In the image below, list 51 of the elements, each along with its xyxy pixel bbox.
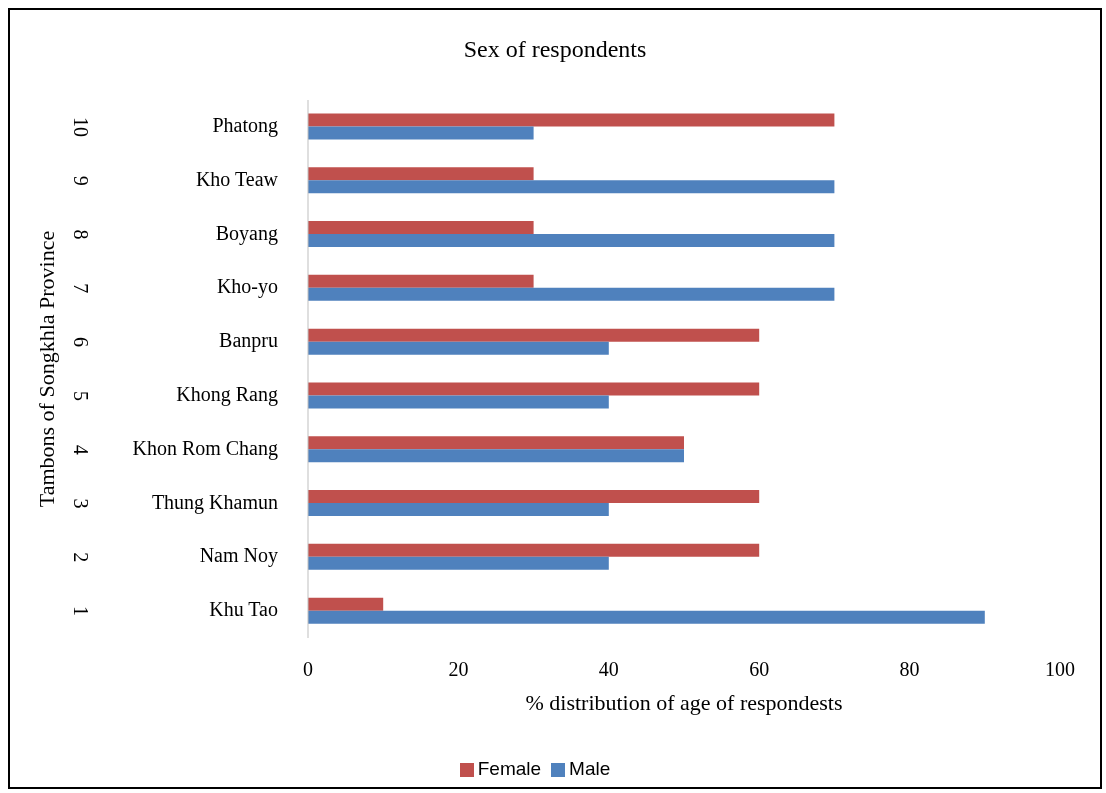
text: 3: [70, 498, 92, 509]
bar: [308, 341, 609, 355]
bar: [308, 556, 609, 570]
bar: [308, 167, 534, 181]
text: 6: [70, 337, 92, 348]
y-tick-label: Khong Rang: [176, 382, 278, 406]
y-tick-label: Kho-yo: [216, 275, 278, 299]
text: 9: [70, 175, 92, 186]
y-axis-title: Tambons of Songkhla Province: [33, 230, 59, 508]
bar: [308, 382, 760, 396]
bar: [308, 503, 609, 517]
x-tick-label: 0: [303, 658, 313, 681]
x-tick-label: 20: [448, 658, 469, 681]
x-tick-label: 40: [598, 658, 619, 681]
text: 8: [70, 229, 92, 240]
bar: [308, 126, 534, 140]
y-tick-label: Kho Teaw: [195, 167, 279, 190]
bar: [308, 113, 835, 127]
text: 1: [70, 606, 92, 617]
bar: [308, 180, 835, 194]
bar: [308, 610, 985, 624]
bar: [308, 274, 534, 288]
y-tick-label: Phatong: [212, 113, 278, 137]
bar: [308, 597, 384, 611]
bar: [308, 395, 609, 409]
text: 2: [70, 552, 92, 563]
y-tick-label: Nam Noy: [199, 544, 278, 568]
bar: [308, 287, 835, 301]
y-tick-label: Thung Khamun: [151, 490, 278, 514]
text: 10: [70, 116, 92, 137]
text: 7: [70, 283, 92, 294]
text: 5: [70, 390, 92, 401]
y-tick-label: Boyang: [215, 221, 278, 245]
bar: [308, 328, 760, 342]
bar: [308, 543, 760, 557]
legend-label: Male: [569, 758, 611, 779]
y-tick-label: Khon Rom Chang: [132, 436, 278, 460]
legend-label: Female: [477, 758, 542, 779]
y-tick-label: Khu Tao: [209, 598, 278, 621]
text: 4: [70, 444, 92, 455]
x-tick-label: 80: [899, 658, 920, 681]
bar: [308, 234, 835, 248]
bar: [308, 449, 684, 463]
chart-title: Sex of respondents: [462, 36, 648, 63]
bar: [308, 221, 534, 235]
x-tick-label: 100: [1045, 658, 1075, 681]
x-tick-label: 60: [749, 658, 770, 681]
bar: [308, 490, 760, 504]
x-axis-title: % distribution of age of respondests: [525, 689, 843, 715]
y-tick-label: Banpru: [219, 329, 278, 353]
bar: [308, 436, 684, 450]
